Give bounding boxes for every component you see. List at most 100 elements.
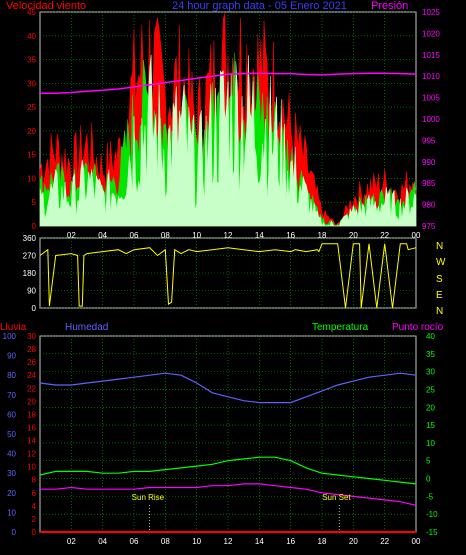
- sunrise-label: Sun Rise: [132, 493, 165, 502]
- humidity-axis-title: Humedad: [65, 322, 108, 333]
- humidity-tick: 50: [7, 430, 16, 439]
- pressure-tick: 1000: [422, 115, 440, 124]
- rain-tick: 2: [32, 515, 37, 524]
- wind-x-tick: 04: [98, 231, 107, 240]
- rain-tick: 30: [27, 332, 36, 341]
- compass-label-2: S: [436, 274, 443, 285]
- pressure-tick: 1015: [422, 51, 440, 60]
- temperature-tick: 5: [426, 457, 431, 466]
- lower-panel-frame: [39, 335, 417, 533]
- lower-x-tick: 02: [67, 537, 76, 546]
- temperature-tick: 40: [426, 332, 435, 341]
- humidity-line: [39, 372, 417, 404]
- wind-x-tick: 00: [412, 231, 421, 240]
- wind-speed-tick: 5: [32, 198, 37, 207]
- wind-x-tick: 16: [286, 231, 295, 240]
- direction-line: [39, 243, 417, 309]
- pressure-tick: 980: [422, 201, 436, 210]
- wind-speed-tick: 25: [27, 103, 36, 112]
- humidity-tick: 70: [7, 391, 16, 400]
- wind-x-tick: 18: [318, 231, 327, 240]
- rain-tick: 6: [32, 489, 37, 498]
- compass-label-4: N: [436, 306, 443, 317]
- wind-speed-tick: 45: [27, 8, 36, 17]
- lower-x-tick: 04: [98, 537, 107, 546]
- humidity-tick: 30: [7, 469, 16, 478]
- pressure-line: [40, 72, 417, 95]
- axis-tick-labels: 0510152025303540459759809859909951000100…: [3, 8, 441, 546]
- compass-label-3: E: [436, 290, 443, 301]
- lower-x-tick: 00: [412, 537, 421, 546]
- wind-x-tick: 12: [224, 231, 233, 240]
- pressure-tick: 1005: [422, 94, 440, 103]
- wind-speed-tick: 0: [32, 222, 37, 231]
- humidity-tick: 90: [7, 352, 16, 361]
- lower-x-tick: 06: [130, 537, 139, 546]
- pressure-axis-title: Presión: [371, 0, 408, 12]
- wind-x-tick: 10: [192, 231, 201, 240]
- wind-x-tick: 20: [349, 231, 358, 240]
- wind-speed-tick: 30: [27, 79, 36, 88]
- lower-x-tick: 18: [318, 537, 327, 546]
- humidity-tick: 10: [7, 508, 16, 517]
- temperature-tick: 0: [426, 475, 431, 484]
- lower-x-tick: 08: [161, 537, 170, 546]
- pressure-tick: 975: [422, 222, 436, 231]
- lower-x-tick: 22: [380, 537, 389, 546]
- temperature-tick: -15: [426, 528, 438, 537]
- direction-tick: 0: [32, 304, 37, 313]
- rain-tick: 16: [27, 423, 36, 432]
- rain-tick: 14: [27, 437, 36, 446]
- humidity-tick: 100: [3, 332, 17, 341]
- wind-x-tick: 02: [67, 231, 76, 240]
- humidity-tick: 80: [7, 371, 16, 380]
- pressure-tick: 1025: [422, 8, 440, 17]
- humidity-tick: 20: [7, 489, 16, 498]
- wind-x-tick: 14: [255, 231, 264, 240]
- compass-label-1: W: [436, 257, 446, 268]
- dew-point-axis-title: Punto rocío: [392, 322, 444, 333]
- rain-tick: 28: [27, 345, 36, 354]
- rain-tick: 0: [32, 528, 37, 537]
- temperature-tick: 30: [426, 368, 435, 377]
- humidity-tick: 60: [7, 410, 16, 419]
- pressure-tick: 990: [422, 158, 436, 167]
- wind-speed-tick: 20: [27, 127, 36, 136]
- rain-axis-title: Lluvia: [0, 322, 27, 333]
- temperature-tick: 15: [426, 421, 435, 430]
- direction-tick: 270: [23, 252, 37, 261]
- temperature-tick: -10: [426, 510, 438, 519]
- rain-tick: 18: [27, 410, 36, 419]
- direction-tick: 360: [23, 234, 37, 243]
- wind-pressure-series: [39, 13, 417, 227]
- humidity-temperature-series: [39, 372, 417, 533]
- wind-speed-tick: 10: [27, 174, 36, 183]
- wind-x-tick: 08: [161, 231, 170, 240]
- dew-point-line: [40, 483, 417, 506]
- lower-x-tick: 10: [192, 537, 201, 546]
- wind-speed-axis-title: Velocidad viento: [6, 0, 86, 12]
- wind-speed-tick: 35: [27, 56, 36, 65]
- temperature-axis-title: Temperatura: [312, 322, 369, 333]
- direction-tick: 180: [23, 269, 37, 278]
- wind-speed-tick: 15: [27, 151, 36, 160]
- lower-x-tick: 20: [349, 537, 358, 546]
- rain-tick: 10: [27, 463, 36, 472]
- pressure-tick: 1010: [422, 72, 440, 81]
- wind-x-tick: 06: [130, 231, 139, 240]
- wind-speed-area: [39, 54, 417, 227]
- temperature-tick: 10: [426, 439, 435, 448]
- humidity-tick: 0: [12, 528, 17, 537]
- pressure-tick: 985: [422, 179, 436, 188]
- sunset-label: Sun Set: [322, 493, 351, 502]
- temperature-tick: 35: [426, 350, 435, 359]
- lower-x-tick: 14: [255, 537, 264, 546]
- direction-tick: 90: [27, 287, 36, 296]
- humidity-tick: 40: [7, 450, 16, 459]
- temperature-tick: -5: [426, 492, 434, 501]
- chart-title: 24 hour graph data - 05 Enero 2021: [172, 0, 347, 12]
- temperature-tick: 25: [426, 385, 435, 394]
- rain-tick: 24: [27, 371, 36, 380]
- wind-direction-series: [39, 243, 417, 309]
